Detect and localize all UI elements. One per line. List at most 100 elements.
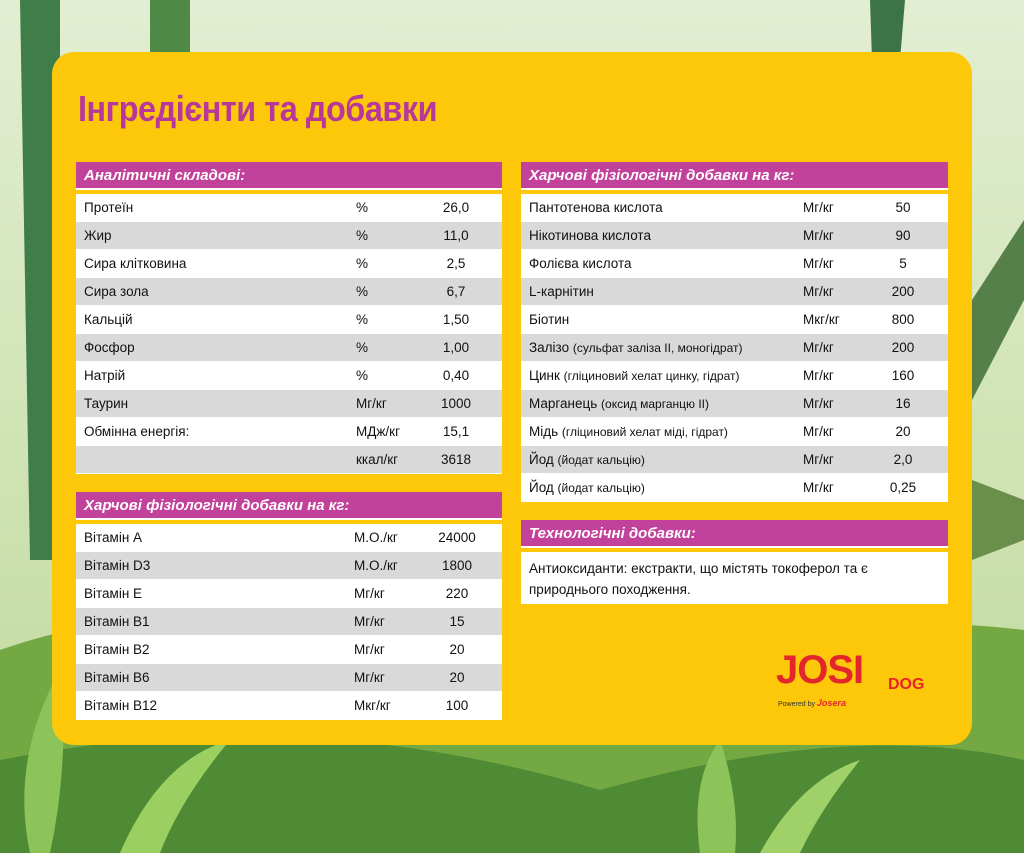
table: Харчові фізіологічні добавки на кг: Панто… bbox=[521, 162, 948, 502]
item-value: 1800 bbox=[441, 558, 473, 573]
table-row: Вітамін В6 Мг/кг 20 bbox=[76, 664, 502, 692]
item-unit: Мг/кг bbox=[803, 396, 834, 411]
item-value: 100 bbox=[445, 698, 469, 713]
table-row: Протеїн% 26,0 bbox=[76, 194, 502, 222]
item-value: 26,0 bbox=[442, 200, 470, 215]
item-unit: Мг/кг bbox=[803, 200, 834, 215]
item-name: Пантотенова кислота bbox=[529, 200, 663, 215]
item-name: Вітамін D3 bbox=[84, 558, 151, 573]
item-name: Цинк (гліциновий хелат цинку, гідрат) bbox=[529, 368, 740, 383]
item-name: Фосфор bbox=[84, 340, 135, 355]
item-note: (сульфат заліза II, моногідрат) bbox=[572, 341, 743, 355]
table-row: Вітамін В12 Мкг/кг 100 bbox=[76, 692, 502, 720]
table-row: Цинк (гліциновий хелат цинку, гідрат) Мг/… bbox=[521, 362, 948, 390]
item-unit: Мг/кг bbox=[803, 340, 834, 355]
table-header: Технологічні добавки: bbox=[521, 520, 948, 548]
item-value: 20 bbox=[895, 424, 911, 439]
item-value: 3618 bbox=[440, 452, 472, 467]
item-unit: Мг/кг bbox=[803, 424, 834, 439]
item-unit: Мг/кг bbox=[354, 670, 385, 685]
item-value: 15,1 bbox=[442, 424, 470, 439]
item-value: 20 bbox=[449, 670, 465, 685]
table-row: Кальцій% 1,50 bbox=[76, 306, 502, 334]
logo-powered: Powered by Josera bbox=[778, 698, 846, 708]
item-unit: % bbox=[356, 312, 369, 327]
item-name: Жир bbox=[84, 228, 112, 243]
item-name: Залізо (сульфат заліза II, моногідрат) bbox=[529, 340, 743, 355]
item-unit: Мг/кг bbox=[803, 256, 834, 271]
item-value: 90 bbox=[895, 228, 911, 243]
item-value: 1,00 bbox=[442, 340, 470, 355]
item-name: Марганець (оксид марганцю II) bbox=[529, 396, 710, 411]
item-value: 16 bbox=[895, 396, 911, 411]
title: Інгредієнти та добавки bbox=[78, 88, 438, 129]
item-name: Сира зола bbox=[84, 284, 149, 299]
item-unit: Мг/кг bbox=[803, 284, 834, 299]
item-note: (оксид марганцю II) bbox=[601, 397, 710, 411]
item-unit: Мкг/кг bbox=[354, 698, 391, 713]
item-unit: Мг/кг bbox=[354, 614, 385, 629]
item-value: 15 bbox=[449, 614, 465, 629]
item-name: Сира клітковина bbox=[84, 256, 187, 271]
item-value: 20 bbox=[449, 642, 465, 657]
table-row: Йод (йодат кальцію) Мг/кг 2,0 bbox=[521, 446, 948, 474]
table-row: Сира зола% 6,7 bbox=[76, 278, 502, 306]
item-name: Натрій bbox=[84, 368, 126, 383]
table-row: Вітамін Е Мг/кг 220 bbox=[76, 580, 502, 608]
item-value: 800 bbox=[891, 312, 915, 327]
table-row: Жир% 11,0 bbox=[76, 222, 502, 250]
item-unit: Мг/кг bbox=[354, 642, 385, 657]
table-row: Йод (йодат кальцію) Мг/кг 0,25 bbox=[521, 474, 948, 502]
table-text: Антиоксиданти: екстракти, що містять ток… bbox=[521, 552, 948, 604]
logo: JOSI DOG Powered by Josera bbox=[776, 648, 936, 718]
table-row: Натрій% 0,40 bbox=[76, 362, 502, 390]
item-name: Йод (йодат кальцію) bbox=[529, 480, 645, 495]
table: Технологічні добавки: Антиоксиданти: екст… bbox=[521, 520, 948, 604]
item-value: 2,0 bbox=[893, 452, 913, 467]
item-unit: Мг/кг bbox=[803, 480, 834, 495]
item-value: 1000 bbox=[440, 396, 472, 411]
table-row: Пантотенова кислота Мг/кг 50 bbox=[521, 194, 948, 222]
item-name: Вітамін В2 bbox=[84, 642, 150, 657]
table-row: Фолієва кислота Мг/кг 5 bbox=[521, 250, 948, 278]
item-unit: % bbox=[356, 340, 369, 355]
table-row: Вітамін А М.О./кг 24000 bbox=[76, 524, 502, 552]
item-name: Вітамін В1 bbox=[84, 614, 150, 629]
table-row: Нікотинова кислота Мг/кг 90 bbox=[521, 222, 948, 250]
table-row: Сира клітковина% 2,5 bbox=[76, 250, 502, 278]
table-header: Харчові фізіологічні добавки на кг: bbox=[76, 492, 502, 520]
item-unit: Мг/кг bbox=[354, 586, 385, 601]
table-header: Аналітичні складові: bbox=[76, 162, 502, 190]
table-row: Марганець (оксид марганцю II) Мг/кг 16 bbox=[521, 390, 948, 418]
item-unit: Мкг/кг bbox=[803, 312, 840, 327]
table-row: Фосфор% 1,00 bbox=[76, 334, 502, 362]
item-name: Таурин bbox=[84, 396, 129, 411]
item-name: Фолієва кислота bbox=[529, 256, 632, 271]
item-value: 0,40 bbox=[442, 368, 470, 383]
item-value: 0,25 bbox=[889, 480, 917, 495]
item-value: 220 bbox=[445, 586, 469, 601]
logo-dog: DOG bbox=[888, 676, 925, 693]
table: Харчові фізіологічні добавки на кг: Вітам… bbox=[76, 492, 502, 720]
item-note: (йодат кальцію) bbox=[557, 453, 645, 467]
item-value: 5 bbox=[899, 256, 907, 271]
item-value: 200 bbox=[891, 284, 915, 299]
item-unit: % bbox=[356, 228, 369, 243]
table-row: Вітамін В1 Мг/кг 15 bbox=[76, 608, 502, 636]
table: Аналітичні складові: Протеїн% 26,0 Жир% 11,0… bbox=[76, 162, 502, 474]
table-row: Залізо (сульфат заліза II, моногідрат) Мг… bbox=[521, 334, 948, 362]
table-row: Вітамін В2 Мг/кг 20 bbox=[76, 636, 502, 664]
item-unit: ккал/кг bbox=[356, 452, 399, 467]
item-name: Нікотинова кислота bbox=[529, 228, 651, 243]
item-note: (йодат кальцію) bbox=[557, 481, 645, 495]
table-row: Мідь (гліциновий хелат міді, гідрат) Мг/к… bbox=[521, 418, 948, 446]
table-row: Біотин Мкг/кг 800 bbox=[521, 306, 948, 334]
item-note: (гліциновий хелат цинку, гідрат) bbox=[563, 369, 740, 383]
item-unit: М.О./кг bbox=[354, 558, 398, 573]
item-unit: Мг/кг bbox=[803, 368, 834, 383]
item-value: 24000 bbox=[438, 530, 476, 545]
item-name: Вітамін В12 bbox=[84, 698, 158, 713]
table-row: Обмінна енергія: МДж/кг 15,1 bbox=[76, 418, 502, 446]
item-name: Вітамін Е bbox=[84, 586, 143, 601]
